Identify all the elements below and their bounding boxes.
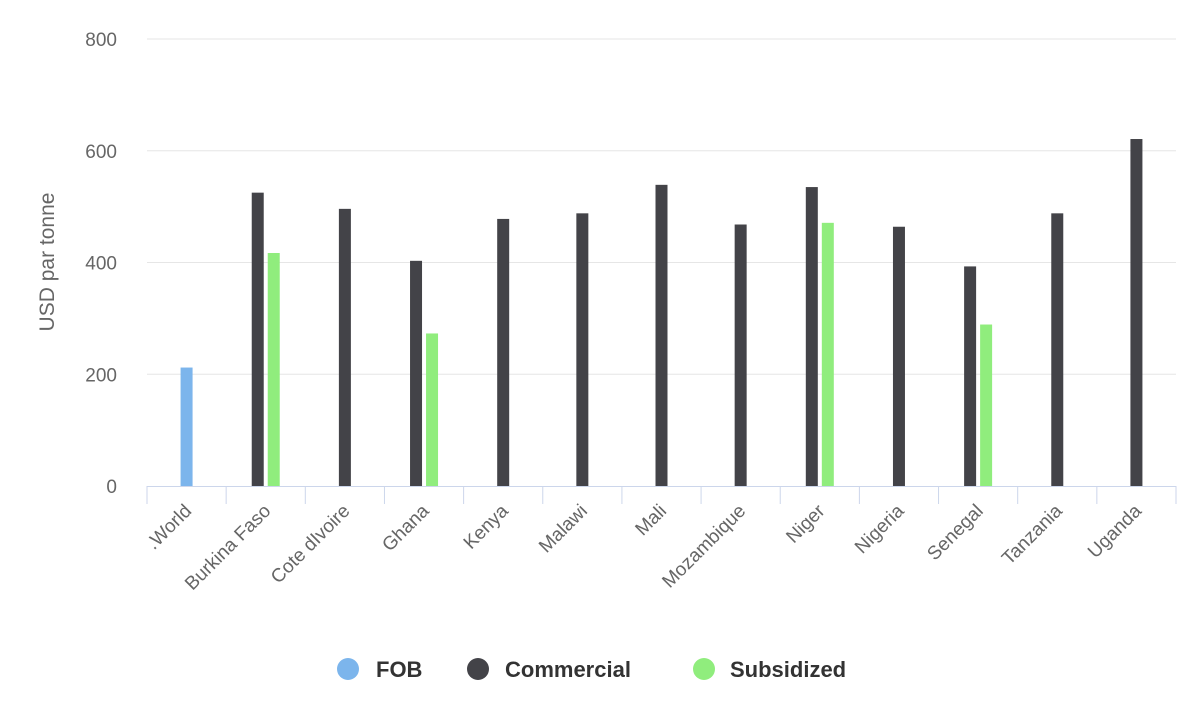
bar-subsidized-niger[interactable] bbox=[821, 222, 834, 487]
bar-commercial-burkina-faso[interactable] bbox=[251, 192, 264, 486]
x-tick-label: Uganda bbox=[1084, 500, 1146, 562]
legend-swatch bbox=[467, 658, 489, 680]
legend: FOB Commercial Subsidized bbox=[337, 657, 846, 682]
legend-item-commercial[interactable]: Commercial bbox=[467, 657, 631, 682]
x-tick-label: Malawi bbox=[535, 501, 592, 558]
legend-swatch bbox=[337, 658, 359, 680]
y-tick-label: 200 bbox=[85, 365, 117, 386]
x-tick-label: Senegal bbox=[923, 501, 987, 565]
y-axis-title: USD par tonne bbox=[36, 193, 59, 332]
legend-label: Commercial bbox=[505, 657, 631, 682]
bar-commercial-niger[interactable] bbox=[805, 187, 818, 486]
bar-commercial-kenya[interactable] bbox=[497, 218, 510, 487]
x-tick-label: Cote dIvoire bbox=[267, 501, 354, 588]
x-tick-label: Nigeria bbox=[851, 500, 909, 558]
x-tick-label: .World bbox=[143, 501, 196, 554]
bar-commercial-uganda[interactable] bbox=[1130, 139, 1143, 487]
x-tick-label: Ghana bbox=[378, 500, 433, 555]
bar-commercial-mozambique[interactable] bbox=[734, 224, 747, 486]
bar-fob-world[interactable] bbox=[180, 367, 193, 486]
legend-label: FOB bbox=[376, 657, 422, 682]
y-tick-label: 800 bbox=[85, 30, 117, 51]
y-tick-label: 0 bbox=[106, 477, 117, 498]
bar-commercial-tanzania[interactable] bbox=[1051, 213, 1064, 486]
legend-item-fob[interactable]: FOB bbox=[337, 657, 422, 682]
x-tick-label: Tanzania bbox=[998, 500, 1067, 569]
bar-subsidized-senegal[interactable] bbox=[980, 324, 993, 486]
x-tick-label: Kenya bbox=[460, 500, 513, 553]
x-tick-label: Mozambique bbox=[658, 501, 750, 593]
bar-subsidized-ghana[interactable] bbox=[426, 333, 439, 486]
legend-label: Subsidized bbox=[730, 657, 846, 682]
y-tick-label: 400 bbox=[85, 254, 117, 275]
bars bbox=[180, 139, 1143, 487]
x-tick-label: Niger bbox=[782, 500, 829, 547]
bar-commercial-malawi[interactable] bbox=[576, 213, 589, 486]
x-axis-ticks bbox=[146, 486, 1177, 504]
x-tick-label: Mali bbox=[632, 501, 671, 540]
bar-commercial-senegal[interactable] bbox=[964, 266, 977, 486]
bar-subsidized-burkina-faso[interactable] bbox=[267, 253, 280, 486]
bar-commercial-cote-divoire[interactable] bbox=[338, 208, 351, 487]
legend-swatch bbox=[693, 658, 715, 680]
legend-item-subsidized[interactable]: Subsidized bbox=[693, 657, 846, 682]
bar-commercial-nigeria[interactable] bbox=[892, 226, 905, 487]
bar-commercial-ghana[interactable] bbox=[410, 260, 423, 486]
y-tick-label: 600 bbox=[85, 142, 117, 163]
y-axis-ticks: 0 200 400 600 800 bbox=[85, 30, 117, 498]
bar-commercial-mali[interactable] bbox=[655, 184, 668, 487]
